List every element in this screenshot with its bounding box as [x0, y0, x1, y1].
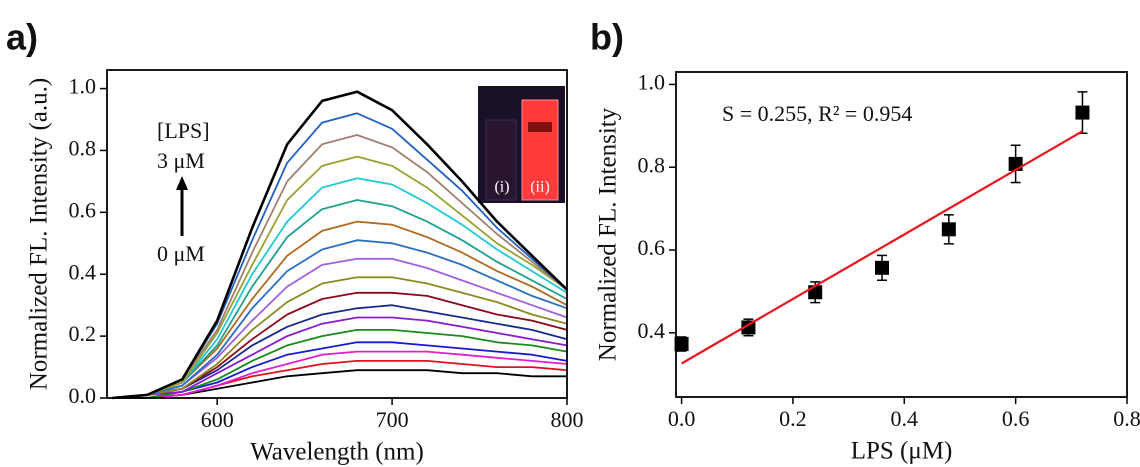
data-line: [112, 369, 567, 399]
cuvette: [521, 99, 559, 201]
point: [941, 222, 956, 237]
data-line: [112, 350, 568, 399]
data-line: [112, 329, 568, 399]
y-tick-label: 0.0: [69, 383, 97, 408]
data-line: [112, 316, 568, 399]
plot-frame: [675, 71, 1128, 398]
data-line: [681, 130, 1084, 365]
annotation: 0 μM: [157, 241, 205, 266]
x-tick-label: 0.4: [891, 406, 919, 431]
x-tick-label: 700: [376, 407, 409, 432]
y-axis-label: Normalized FL. Intensity (a.u.): [26, 78, 53, 390]
point: [1075, 105, 1090, 120]
panel-label: a): [6, 17, 38, 58]
x-axis-label: LPS (μM): [851, 438, 953, 465]
x-axis-label: Wavelength (nm): [250, 439, 424, 466]
annotation: S = 0.255, R² = 0.954: [722, 101, 912, 126]
cuvette-meniscus: [528, 122, 552, 132]
data-line: [112, 155, 568, 399]
x-tick-label: 0.2: [779, 406, 807, 431]
inset-label: (i): [494, 179, 509, 196]
data-line: [112, 177, 568, 399]
cuvette: [485, 119, 517, 201]
x-tick-label: 0.0: [668, 406, 696, 431]
y-tick-label: 0.2: [69, 321, 97, 346]
y-tick-label: 0.6: [69, 197, 97, 222]
panel-label: b): [590, 17, 624, 58]
x-tick-label: 800: [551, 407, 584, 432]
x-tick-label: 0.6: [1002, 406, 1030, 431]
y-tick-label: 0.4: [638, 318, 666, 343]
y-axis-label: Normalized FL. Intensity: [595, 107, 622, 361]
y-tick-label: 0.8: [638, 152, 666, 177]
plot-frame: [106, 69, 568, 399]
y-tick-label: 0.6: [638, 235, 666, 260]
data-line: [112, 276, 568, 399]
y-tick-label: 0.8: [69, 135, 97, 160]
x-tick-label: 0.8: [1113, 406, 1140, 431]
y-tick-label: 1.0: [638, 69, 666, 94]
inset-label: (ii): [530, 179, 550, 196]
arrow-head: [176, 176, 188, 190]
data-line: [112, 90, 568, 400]
point: [875, 260, 890, 275]
y-tick-label: 0.4: [69, 259, 97, 284]
annotation: [LPS]: [157, 118, 210, 143]
x-tick-label: 600: [201, 407, 234, 432]
point: [674, 337, 689, 352]
data-line: [112, 239, 568, 399]
y-tick-label: 1.0: [69, 74, 97, 99]
annotation: 3 μM: [157, 148, 205, 173]
